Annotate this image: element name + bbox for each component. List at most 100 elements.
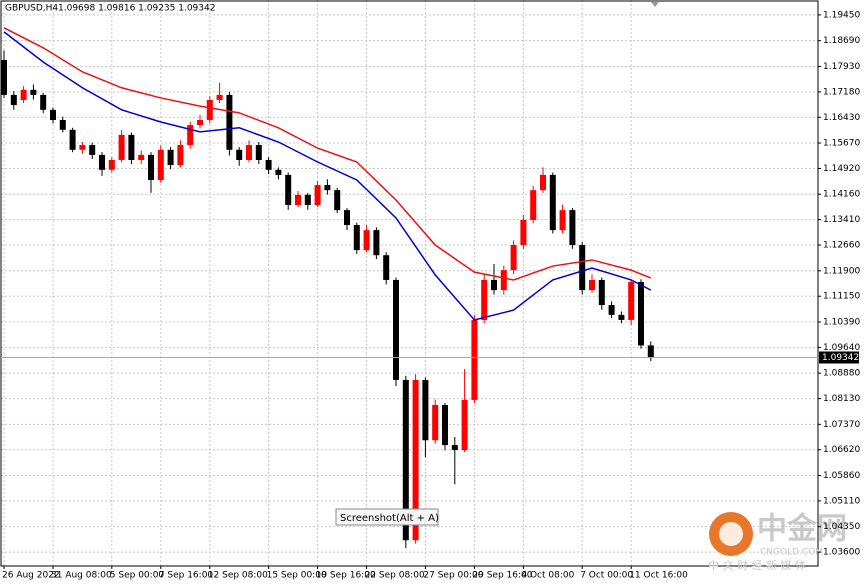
candle-body (89, 145, 96, 155)
candle-body (30, 89, 37, 95)
candle-body (206, 99, 213, 120)
candle-body (304, 194, 311, 206)
candle-body (108, 159, 115, 170)
x-tick-label: 31 Aug 08:00 (51, 571, 112, 581)
y-tick-label: 1.06620 (823, 445, 860, 455)
y-tick-label: 1.14160 (823, 190, 860, 200)
candle-body (500, 270, 507, 291)
candle-body (197, 119, 203, 126)
candle-body (451, 445, 458, 451)
y-tick-label: 1.13410 (823, 215, 860, 225)
candle-body (265, 159, 272, 170)
candle-body (295, 194, 301, 206)
x-tick-label: 15 Sep 00:00 (267, 571, 327, 581)
candle-body (285, 174, 292, 206)
last-price-box (819, 351, 859, 364)
candle-body (540, 174, 546, 191)
scroll-marker (651, 2, 659, 7)
candle-body (187, 125, 194, 146)
y-tick-label: 1.12660 (823, 241, 860, 251)
grid (1, 0, 818, 566)
candle-body (569, 210, 576, 246)
y-tick-label: 1.17930 (823, 62, 860, 72)
candle-body (334, 190, 341, 211)
candle-body (353, 225, 360, 251)
candle-body (324, 185, 331, 191)
candle-body (461, 399, 468, 451)
candle-body (442, 405, 448, 446)
candle-body (432, 405, 439, 441)
logo-inner (719, 522, 743, 546)
y-tick-label: 1.10390 (823, 317, 860, 327)
y-tick-label: 1.04350 (823, 522, 860, 532)
x-tick-label: 29 Sep 16:00 (472, 571, 532, 581)
plot-frame (0, 0, 819, 567)
candle-body (579, 245, 586, 291)
x-tick-label: 5 Sep 00:00 (110, 571, 165, 581)
candle-body (59, 119, 66, 130)
candle-body (481, 279, 488, 320)
y-tick-label: 1.05110 (823, 496, 860, 506)
candle-body (118, 134, 125, 160)
candle-body (314, 185, 321, 206)
watermark-domain: CNGOLD.COM (760, 548, 823, 558)
candle-body (589, 279, 595, 291)
candle-body (99, 154, 105, 170)
y-tick-label: 1.17180 (823, 87, 860, 97)
ohlc-label: 1.09698 1.09816 1.09235 1.09342 (58, 4, 215, 14)
y-tick-label: 1.11150 (823, 292, 860, 302)
candle-body (530, 190, 537, 220)
chart-title: GBPUSD,H4 (5, 4, 58, 14)
tooltip-box (335, 508, 439, 526)
x-tick-label: 7 Oct 00:00 (580, 571, 633, 581)
candle-body (559, 210, 566, 231)
candle-body (608, 305, 615, 315)
x-tick-label: 22 Sep 08:00 (365, 571, 425, 581)
candle-body (167, 149, 174, 166)
candle-body (177, 145, 184, 166)
y-tick-label: 1.08880 (823, 369, 860, 379)
candle-body (393, 279, 399, 380)
candle-body (491, 279, 497, 291)
candle-body (598, 279, 605, 306)
candle-body (363, 230, 370, 251)
last-price-label: 1.09342 (822, 353, 859, 363)
x-tick-label: 12 Sep 08:00 (208, 571, 268, 581)
candle-body (618, 314, 625, 320)
candle-body (50, 109, 56, 120)
x-tick-label: 4 Oct 08:00 (521, 571, 574, 581)
candle-body (638, 281, 644, 346)
candle-body (157, 149, 164, 180)
x-tick-label: 19 Sep 16:00 (316, 571, 376, 581)
candle-body (40, 94, 47, 110)
candle-body (628, 281, 635, 320)
tooltip: Screenshot(Alt + A) (340, 513, 439, 524)
watermark-name: 中金网 (757, 512, 847, 547)
candle-body (422, 379, 429, 441)
candle-body (1, 59, 7, 95)
candle-body (79, 145, 86, 150)
candle-body (246, 145, 252, 160)
y-tick-label: 1.03600 (823, 548, 860, 558)
candle-body (383, 255, 390, 280)
candle-body (344, 210, 350, 226)
y-tick-label: 1.09640 (823, 343, 860, 353)
candle-body (549, 174, 556, 231)
candle-body (402, 379, 409, 541)
candle-body (226, 94, 233, 150)
watermark-slogan: 中 文 财 经 新 媒 体 (708, 558, 806, 572)
y-tick-label: 1.15670 (823, 139, 860, 149)
candle-body (10, 94, 17, 106)
x-tick-label: 27 Sep 00:00 (423, 571, 483, 581)
y-tick-label: 1.18690 (823, 36, 860, 46)
moving-average (3, 31, 652, 321)
candle-body (148, 154, 154, 180)
candle-body (69, 129, 76, 150)
y-tick-label: 1.19450 (823, 10, 860, 20)
candle-body (510, 245, 517, 271)
y-tick-label: 1.05860 (823, 471, 860, 481)
candle-body (520, 219, 527, 246)
x-tick-label: 11 Oct 16:00 (629, 571, 688, 581)
